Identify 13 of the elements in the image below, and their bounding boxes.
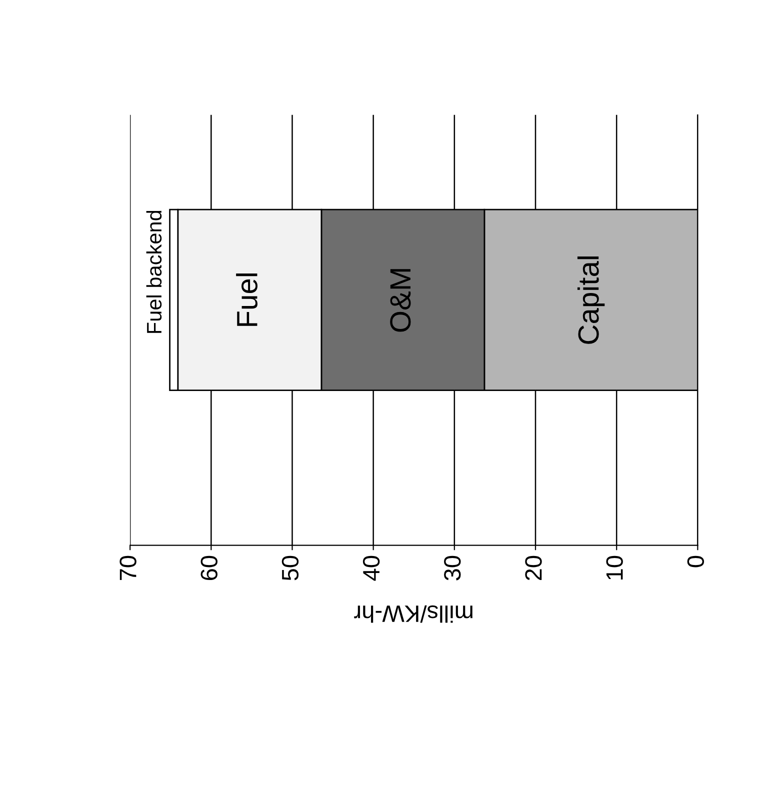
x-tick-label: 60 <box>200 556 218 580</box>
x-tick-label: 0 <box>687 556 704 568</box>
series-label: Fuel <box>236 274 258 326</box>
series-label: O&M <box>390 269 411 332</box>
series-label: Capital <box>577 256 605 344</box>
x-tick-label: 10 <box>606 556 623 580</box>
x-tick-label: 70 <box>120 556 136 580</box>
x-tick-label: 40 <box>362 556 380 581</box>
text: Fuel backend <box>146 210 162 333</box>
x-tick-label: 30 <box>444 556 461 580</box>
x-tick-label: 20 <box>525 556 542 580</box>
x-axis-title: mills/KW-hr <box>354 605 472 623</box>
x-tick-label: 50 <box>282 556 299 580</box>
